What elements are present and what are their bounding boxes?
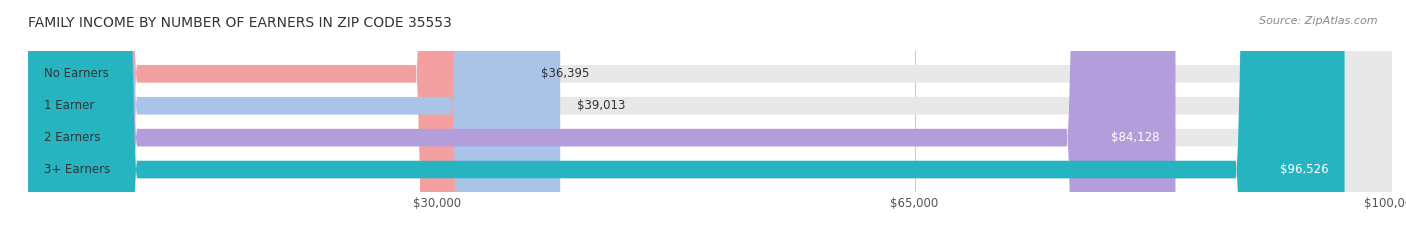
FancyBboxPatch shape [28, 0, 1392, 234]
FancyBboxPatch shape [28, 0, 1392, 234]
Text: 1 Earner: 1 Earner [45, 99, 94, 112]
FancyBboxPatch shape [28, 0, 560, 234]
FancyBboxPatch shape [28, 0, 1344, 234]
Text: FAMILY INCOME BY NUMBER OF EARNERS IN ZIP CODE 35553: FAMILY INCOME BY NUMBER OF EARNERS IN ZI… [28, 16, 451, 30]
Text: Source: ZipAtlas.com: Source: ZipAtlas.com [1260, 16, 1378, 26]
Text: $96,526: $96,526 [1279, 163, 1329, 176]
Text: $39,013: $39,013 [576, 99, 624, 112]
Text: $36,395: $36,395 [541, 67, 589, 80]
FancyBboxPatch shape [28, 0, 1392, 234]
FancyBboxPatch shape [28, 0, 1175, 234]
Text: 2 Earners: 2 Earners [45, 131, 101, 144]
Text: 3+ Earners: 3+ Earners [45, 163, 111, 176]
FancyBboxPatch shape [28, 0, 524, 234]
Text: No Earners: No Earners [45, 67, 110, 80]
Text: $84,128: $84,128 [1111, 131, 1159, 144]
FancyBboxPatch shape [28, 0, 1392, 234]
